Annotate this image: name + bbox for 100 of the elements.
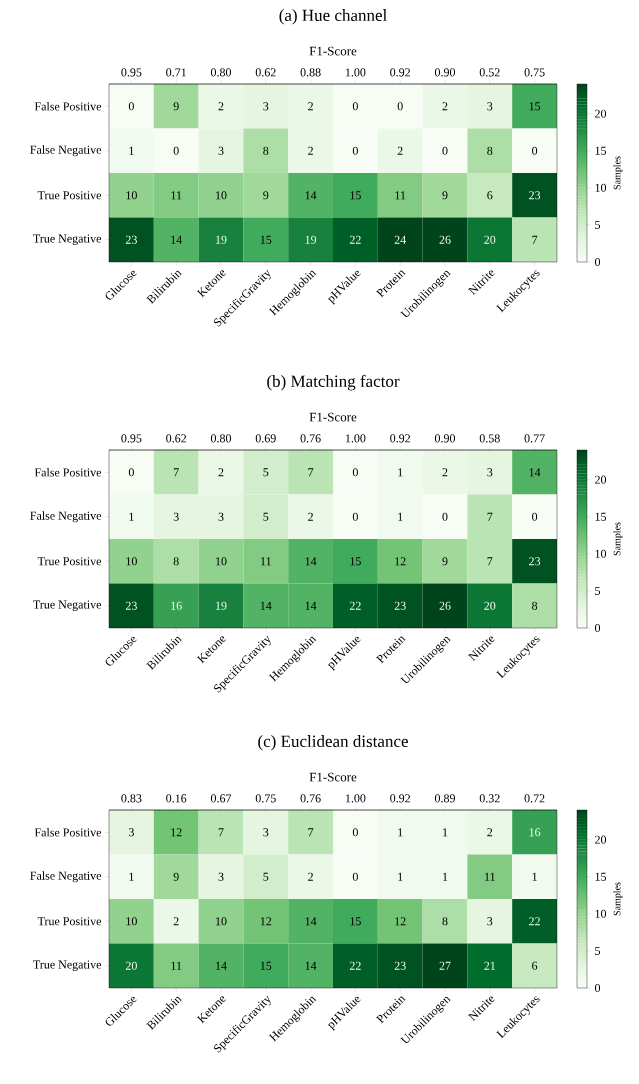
text: 0.89 [434,794,455,803]
data-label: 8 [263,146,269,155]
data-label: 0 [442,512,448,521]
data-label: 7 [487,557,493,566]
data-label: 11 [171,191,182,200]
data-label: 10 [126,917,137,926]
color-bar-label: 10 [595,549,607,558]
color-bar-label: 15 [595,146,607,155]
color-bar-label: 0 [594,983,601,993]
data-label: 0 [173,146,179,155]
chart-title: (a) Hue channel [279,9,387,25]
data-label: 20 [484,235,496,244]
data-label: 2 [308,146,313,155]
data-label: 3 [263,828,269,837]
data-label: 5 [263,872,269,881]
data-label: 22 [349,961,361,970]
data-label: 2 [173,917,179,926]
data-label: 1 [129,872,134,881]
text: 0.80 [210,68,232,77]
data-label: 22 [529,917,540,926]
color-bar-label: 20 [595,109,607,118]
data-label: 2 [218,102,224,111]
data-label: 8 [532,601,538,610]
data-label: 14 [216,961,227,970]
x2-axis-title: F1-Score [309,412,357,422]
data-label: 14 [305,601,317,610]
color-bar-label: 15 [595,872,607,881]
data-label: 8 [173,557,179,566]
x2-axis-title: F1-Score [309,772,357,782]
data-label: 7 [308,468,314,477]
data-label: 1 [398,872,403,881]
color-bar-label: 20 [595,835,607,844]
data-label: 15 [350,917,361,926]
data-label: 15 [529,102,541,111]
data-label: 5 [263,468,269,477]
data-label: 23 [529,191,541,200]
text: 0.92 [390,794,411,803]
text: 0.92 [390,434,411,443]
data-label: 2 [308,102,313,111]
data-label: 1 [129,512,134,521]
color-bar-title: Samples [613,522,623,556]
data-label: 2 [308,872,313,881]
data-label: 3 [173,512,179,521]
color-bar-label: 5 [595,946,601,955]
y-tick-label: True Positive [37,917,102,926]
text: 0.88 [300,68,321,77]
text: 0.90 [434,68,456,77]
data-label: 0 [352,146,358,155]
y-tick-label: True Negative [33,960,102,972]
data-label: 14 [305,557,317,566]
data-label: 7 [173,468,179,477]
y-tick-label: False Positive [34,468,102,477]
data-label: 2 [218,468,224,477]
data-label: 1 [443,872,448,881]
text: 1.00 [345,434,366,443]
data-label: 14 [260,601,272,610]
data-label: 0 [128,468,134,477]
data-label: 3 [218,146,224,155]
y-tick-label: False Negative [30,145,102,157]
y-tick-label: True Positive [37,557,102,566]
data-label: 0 [532,146,538,155]
data-label: 6 [487,191,493,200]
text: 1.00 [345,794,366,803]
data-label: 22 [349,601,361,610]
data-label: 12 [395,917,406,926]
data-label: 9 [442,191,448,200]
data-label: 8 [442,917,448,926]
data-label: 2 [442,468,448,477]
data-label: 0 [352,468,358,477]
data-label: 8 [487,146,493,155]
data-label: 1 [398,468,403,477]
y-tick-label: False Negative [30,511,102,523]
text: 0.58 [479,434,500,443]
color-bar-title: Samples [613,882,623,916]
text: 0.77 [524,434,545,443]
data-label: 0 [352,828,358,837]
text: 0.90 [434,434,456,443]
text: 0.92 [390,68,411,77]
data-label: 14 [305,961,317,970]
data-label: 21 [484,961,496,970]
data-label: 11 [261,557,271,566]
data-label: 9 [173,102,179,111]
data-label: 2 [487,828,493,837]
text: 0.16 [166,794,187,803]
color-bar-label: 10 [595,909,607,918]
data-label: 7 [532,235,538,244]
data-label: 3 [487,468,493,477]
data-label: 12 [395,557,406,566]
text: 0.71 [166,68,186,77]
color-bar-label: 0 [594,623,601,633]
data-label: 10 [126,191,137,200]
data-label: 19 [216,601,227,610]
color-bar-label: 5 [595,220,601,229]
color-bar-label: 15 [595,512,607,521]
text: 0.76 [300,434,321,443]
text: 0.83 [121,794,142,803]
data-label: 14 [171,235,183,244]
data-label: 3 [487,917,493,926]
text: 0.62 [255,68,276,77]
color-bar-label: 20 [595,475,607,484]
